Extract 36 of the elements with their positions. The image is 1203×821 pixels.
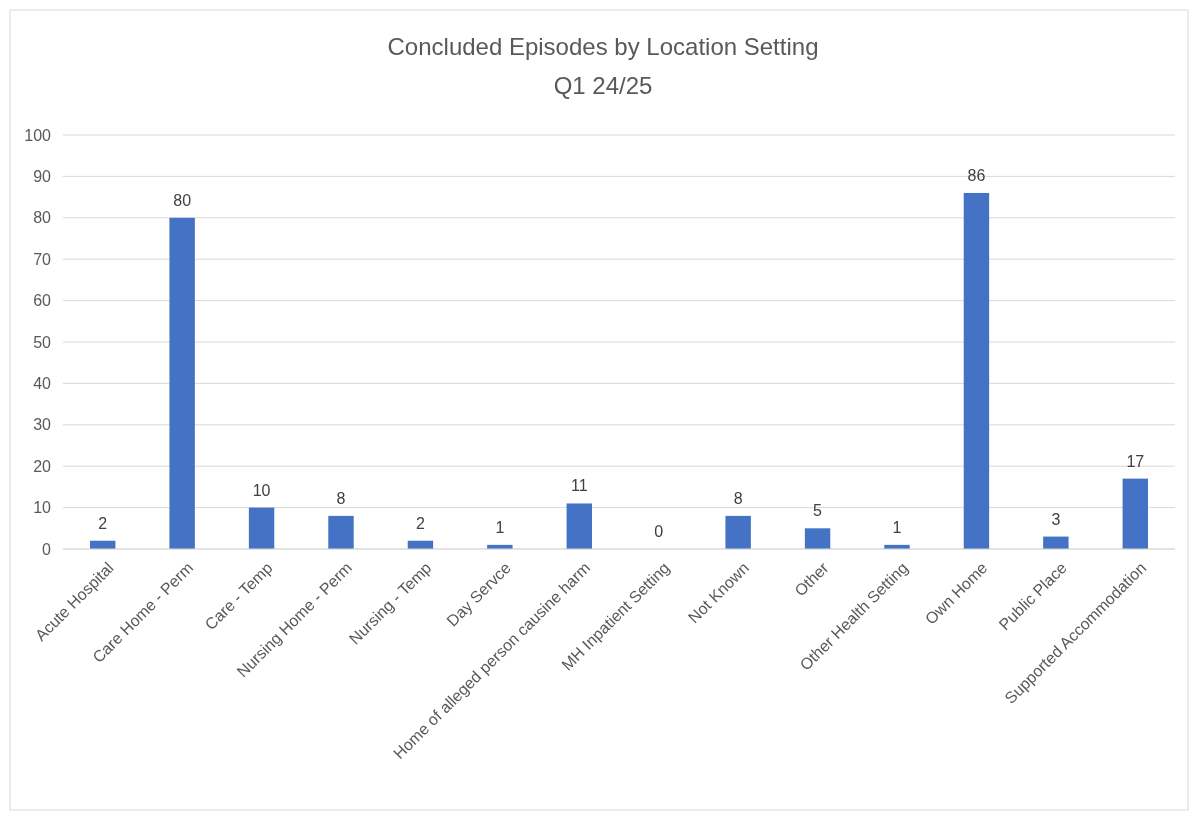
- y-tick-label: 100: [24, 126, 52, 144]
- data-label: 8: [336, 489, 346, 507]
- y-tick-label: 20: [33, 457, 52, 475]
- data-label: 5: [813, 502, 823, 520]
- data-label: 2: [98, 514, 108, 532]
- y-tick-label: 60: [33, 292, 52, 310]
- y-tick-label: 40: [33, 375, 52, 393]
- data-label: 10: [252, 481, 271, 499]
- data-label: 1: [892, 518, 902, 536]
- data-label: 8: [733, 489, 743, 507]
- bar: [1122, 478, 1148, 549]
- y-tick-label: 90: [33, 168, 52, 186]
- data-label: 17: [1126, 452, 1145, 470]
- bar: [963, 192, 990, 549]
- y-tick-label: 0: [42, 540, 52, 558]
- y-tick-label: 10: [33, 499, 52, 517]
- bar: [1043, 536, 1069, 549]
- y-tick-label: 30: [33, 416, 52, 434]
- data-label: 80: [173, 191, 192, 209]
- data-label: 0: [654, 523, 664, 540]
- data-label: 11: [570, 477, 588, 495]
- y-tick-label: 50: [33, 333, 52, 351]
- data-label: 1: [495, 518, 505, 536]
- y-tick-label: 70: [33, 250, 52, 268]
- data-label: 2: [415, 514, 425, 532]
- bar: [566, 503, 592, 549]
- chart-subtitle: Q1 24/25: [553, 72, 653, 99]
- bar: [248, 507, 275, 549]
- data-label: 3: [1051, 510, 1061, 528]
- bar: [725, 515, 751, 549]
- bar: [804, 528, 831, 549]
- bar: [169, 217, 195, 549]
- y-tick-label: 80: [33, 209, 52, 227]
- chart-title: Concluded Episodes by Location Setting: [387, 33, 819, 60]
- bar: [328, 515, 354, 549]
- data-label: 86: [967, 166, 986, 184]
